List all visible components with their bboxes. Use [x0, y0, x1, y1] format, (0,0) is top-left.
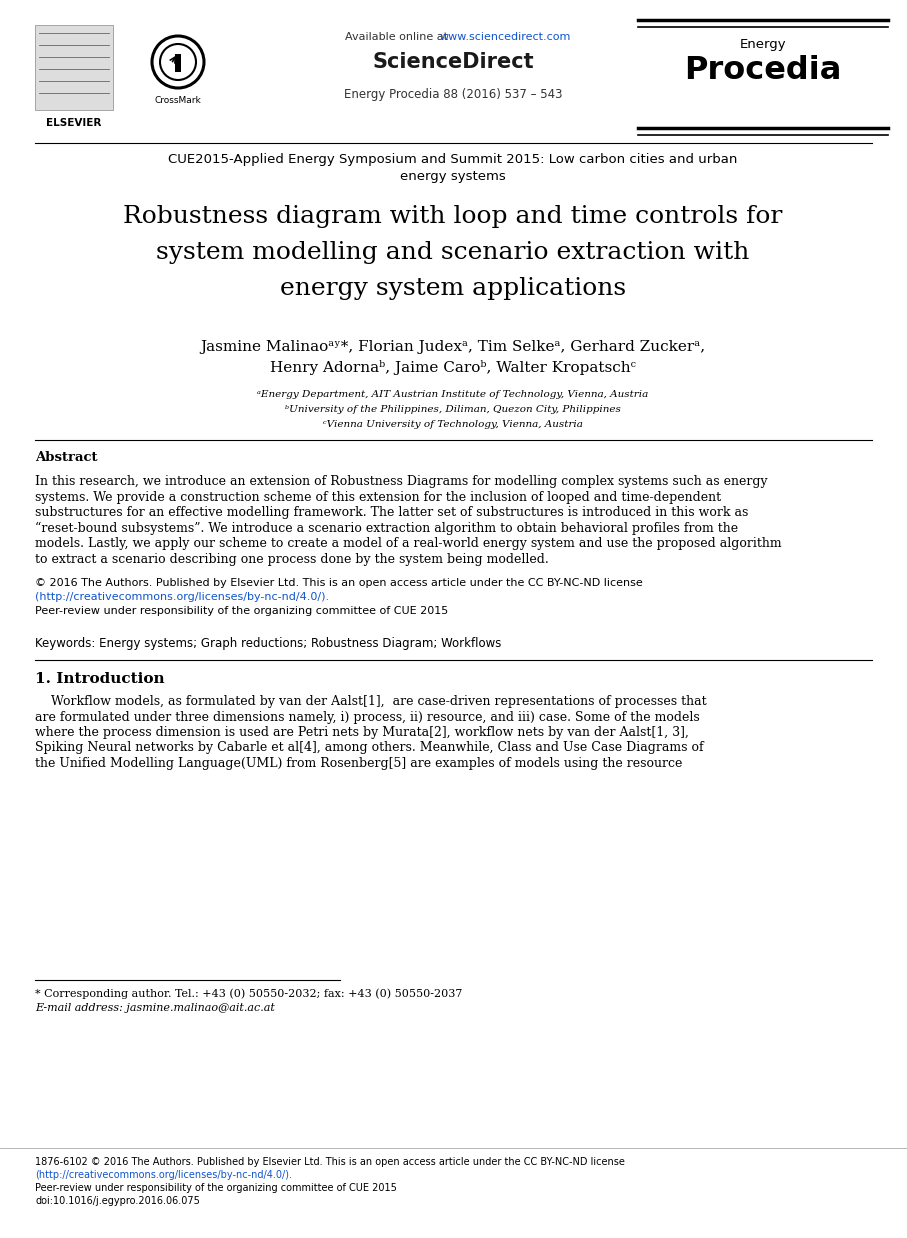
Text: Peer-review under responsibility of the organizing committee of CUE 2015: Peer-review under responsibility of the … — [35, 605, 448, 617]
Text: 1876-6102 © 2016 The Authors. Published by Elsevier Ltd. This is an open access : 1876-6102 © 2016 The Authors. Published … — [35, 1158, 625, 1167]
Text: the Unified Modelling Language(UML) from Rosenberg[5] are examples of models usi: the Unified Modelling Language(UML) from… — [35, 756, 682, 770]
Text: where the process dimension is used are Petri nets by Murata[2], workflow nets b: where the process dimension is used are … — [35, 725, 689, 739]
Text: ᵇUniversity of the Philippines, Diliman, Quezon City, Philippines: ᵇUniversity of the Philippines, Diliman,… — [285, 405, 621, 413]
Text: Henry Adornaᵇ, Jaime Caroᵇ, Walter Kropatschᶜ: Henry Adornaᵇ, Jaime Caroᵇ, Walter Kropa… — [270, 360, 636, 375]
Text: Workflow models, as formulated by van der Aalst[1],  are case-driven representat: Workflow models, as formulated by van de… — [35, 695, 707, 708]
FancyArrow shape — [175, 54, 181, 72]
Text: systems. We provide a construction scheme of this extension for the inclusion of: systems. We provide a construction schem… — [35, 490, 721, 504]
Text: Robustness diagram with loop and time controls for: Robustness diagram with loop and time co… — [123, 206, 783, 228]
Text: In this research, we introduce an extension of Robustness Diagrams for modelling: In this research, we introduce an extens… — [35, 475, 767, 488]
Text: energy systems: energy systems — [400, 170, 506, 183]
Text: CrossMark: CrossMark — [154, 97, 201, 105]
Text: “reset-bound subsystems”. We introduce a scenario extraction algorithm to obtain: “reset-bound subsystems”. We introduce a… — [35, 521, 738, 535]
Text: Keywords: Energy systems; Graph reductions; Robustness Diagram; Workflows: Keywords: Energy systems; Graph reductio… — [35, 638, 502, 650]
Text: are formulated under three dimensions namely, i) process, ii) resource, and iii): are formulated under three dimensions na… — [35, 711, 699, 723]
Text: * Corresponding author. Tel.: +43 (0) 50550-2032; fax: +43 (0) 50550-2037: * Corresponding author. Tel.: +43 (0) 50… — [35, 988, 463, 999]
FancyBboxPatch shape — [35, 25, 113, 110]
Text: substructures for an effective modelling framework. The latter set of substructu: substructures for an effective modelling… — [35, 506, 748, 519]
Text: energy system applications: energy system applications — [280, 277, 626, 300]
Text: ᵃEnergy Department, AIT Austrian Institute of Technology, Vienna, Austria: ᵃEnergy Department, AIT Austrian Institu… — [258, 390, 649, 399]
Text: models. Lastly, we apply our scheme to create a model of a real-world energy sys: models. Lastly, we apply our scheme to c… — [35, 537, 782, 550]
Text: © 2016 The Authors. Published by Elsevier Ltd. This is an open access article un: © 2016 The Authors. Published by Elsevie… — [35, 578, 643, 588]
Text: Energy: Energy — [740, 38, 786, 51]
Text: (http://creativecommons.org/licenses/by-nc-nd/4.0/).: (http://creativecommons.org/licenses/by-… — [35, 592, 329, 602]
Text: 1. Introduction: 1. Introduction — [35, 672, 165, 686]
Text: ELSEVIER: ELSEVIER — [46, 118, 102, 128]
Text: Peer-review under responsibility of the organizing committee of CUE 2015: Peer-review under responsibility of the … — [35, 1184, 397, 1193]
Text: Abstract: Abstract — [35, 451, 97, 464]
Text: www.sciencedirect.com: www.sciencedirect.com — [440, 32, 571, 42]
Text: E-mail address: jasmine.malinao@ait.ac.at: E-mail address: jasmine.malinao@ait.ac.a… — [35, 1003, 275, 1013]
Text: Energy Procedia 88 (2016) 537 – 543: Energy Procedia 88 (2016) 537 – 543 — [344, 88, 562, 102]
Text: CUE2015-Applied Energy Symposium and Summit 2015: Low carbon cities and urban: CUE2015-Applied Energy Symposium and Sum… — [169, 154, 737, 166]
Text: Spiking Neural networks by Cabarle et al[4], among others. Meanwhile, Class and : Spiking Neural networks by Cabarle et al… — [35, 742, 704, 754]
Text: Available online at: Available online at — [345, 32, 452, 42]
Text: Procedia: Procedia — [684, 54, 842, 85]
Text: ᶜVienna University of Technology, Vienna, Austria: ᶜVienna University of Technology, Vienna… — [323, 420, 583, 430]
Circle shape — [160, 45, 196, 80]
Text: system modelling and scenario extraction with: system modelling and scenario extraction… — [156, 241, 750, 264]
Text: Jasmine Malinaoᵃʸ*, Florian Judexᵃ, Tim Selkeᵃ, Gerhard Zuckerᵃ,: Jasmine Malinaoᵃʸ*, Florian Judexᵃ, Tim … — [200, 340, 706, 354]
Text: ScienceDirect: ScienceDirect — [372, 52, 534, 72]
Text: to extract a scenario describing one process done by the system being modelled.: to extract a scenario describing one pro… — [35, 552, 549, 566]
Text: doi:10.1016/j.egypro.2016.06.075: doi:10.1016/j.egypro.2016.06.075 — [35, 1196, 200, 1206]
Text: (http://creativecommons.org/licenses/by-nc-nd/4.0/).: (http://creativecommons.org/licenses/by-… — [35, 1170, 292, 1180]
